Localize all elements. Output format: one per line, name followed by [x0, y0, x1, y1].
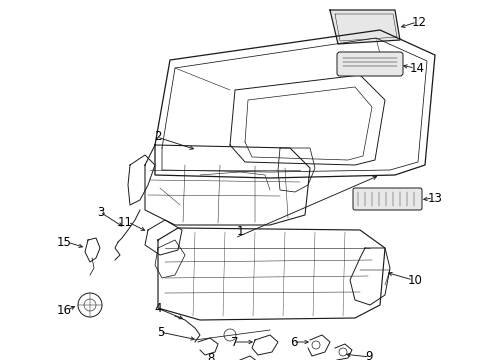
- Text: 2: 2: [154, 130, 162, 144]
- FancyBboxPatch shape: [352, 188, 421, 210]
- Text: 4: 4: [154, 302, 162, 315]
- Text: 12: 12: [411, 15, 426, 28]
- Text: 16: 16: [57, 303, 72, 316]
- Text: 15: 15: [57, 235, 72, 248]
- Text: 6: 6: [290, 336, 297, 348]
- Text: 14: 14: [409, 62, 424, 75]
- Text: 9: 9: [364, 351, 372, 360]
- Text: 5: 5: [157, 325, 164, 338]
- Text: 11: 11: [118, 216, 133, 229]
- Text: 13: 13: [427, 192, 442, 204]
- Text: 8: 8: [207, 351, 215, 360]
- FancyBboxPatch shape: [336, 52, 402, 76]
- Polygon shape: [329, 10, 399, 44]
- Text: 3: 3: [98, 206, 105, 219]
- Text: 1: 1: [236, 225, 243, 238]
- Text: 10: 10: [407, 274, 422, 287]
- Text: 7: 7: [230, 336, 238, 348]
